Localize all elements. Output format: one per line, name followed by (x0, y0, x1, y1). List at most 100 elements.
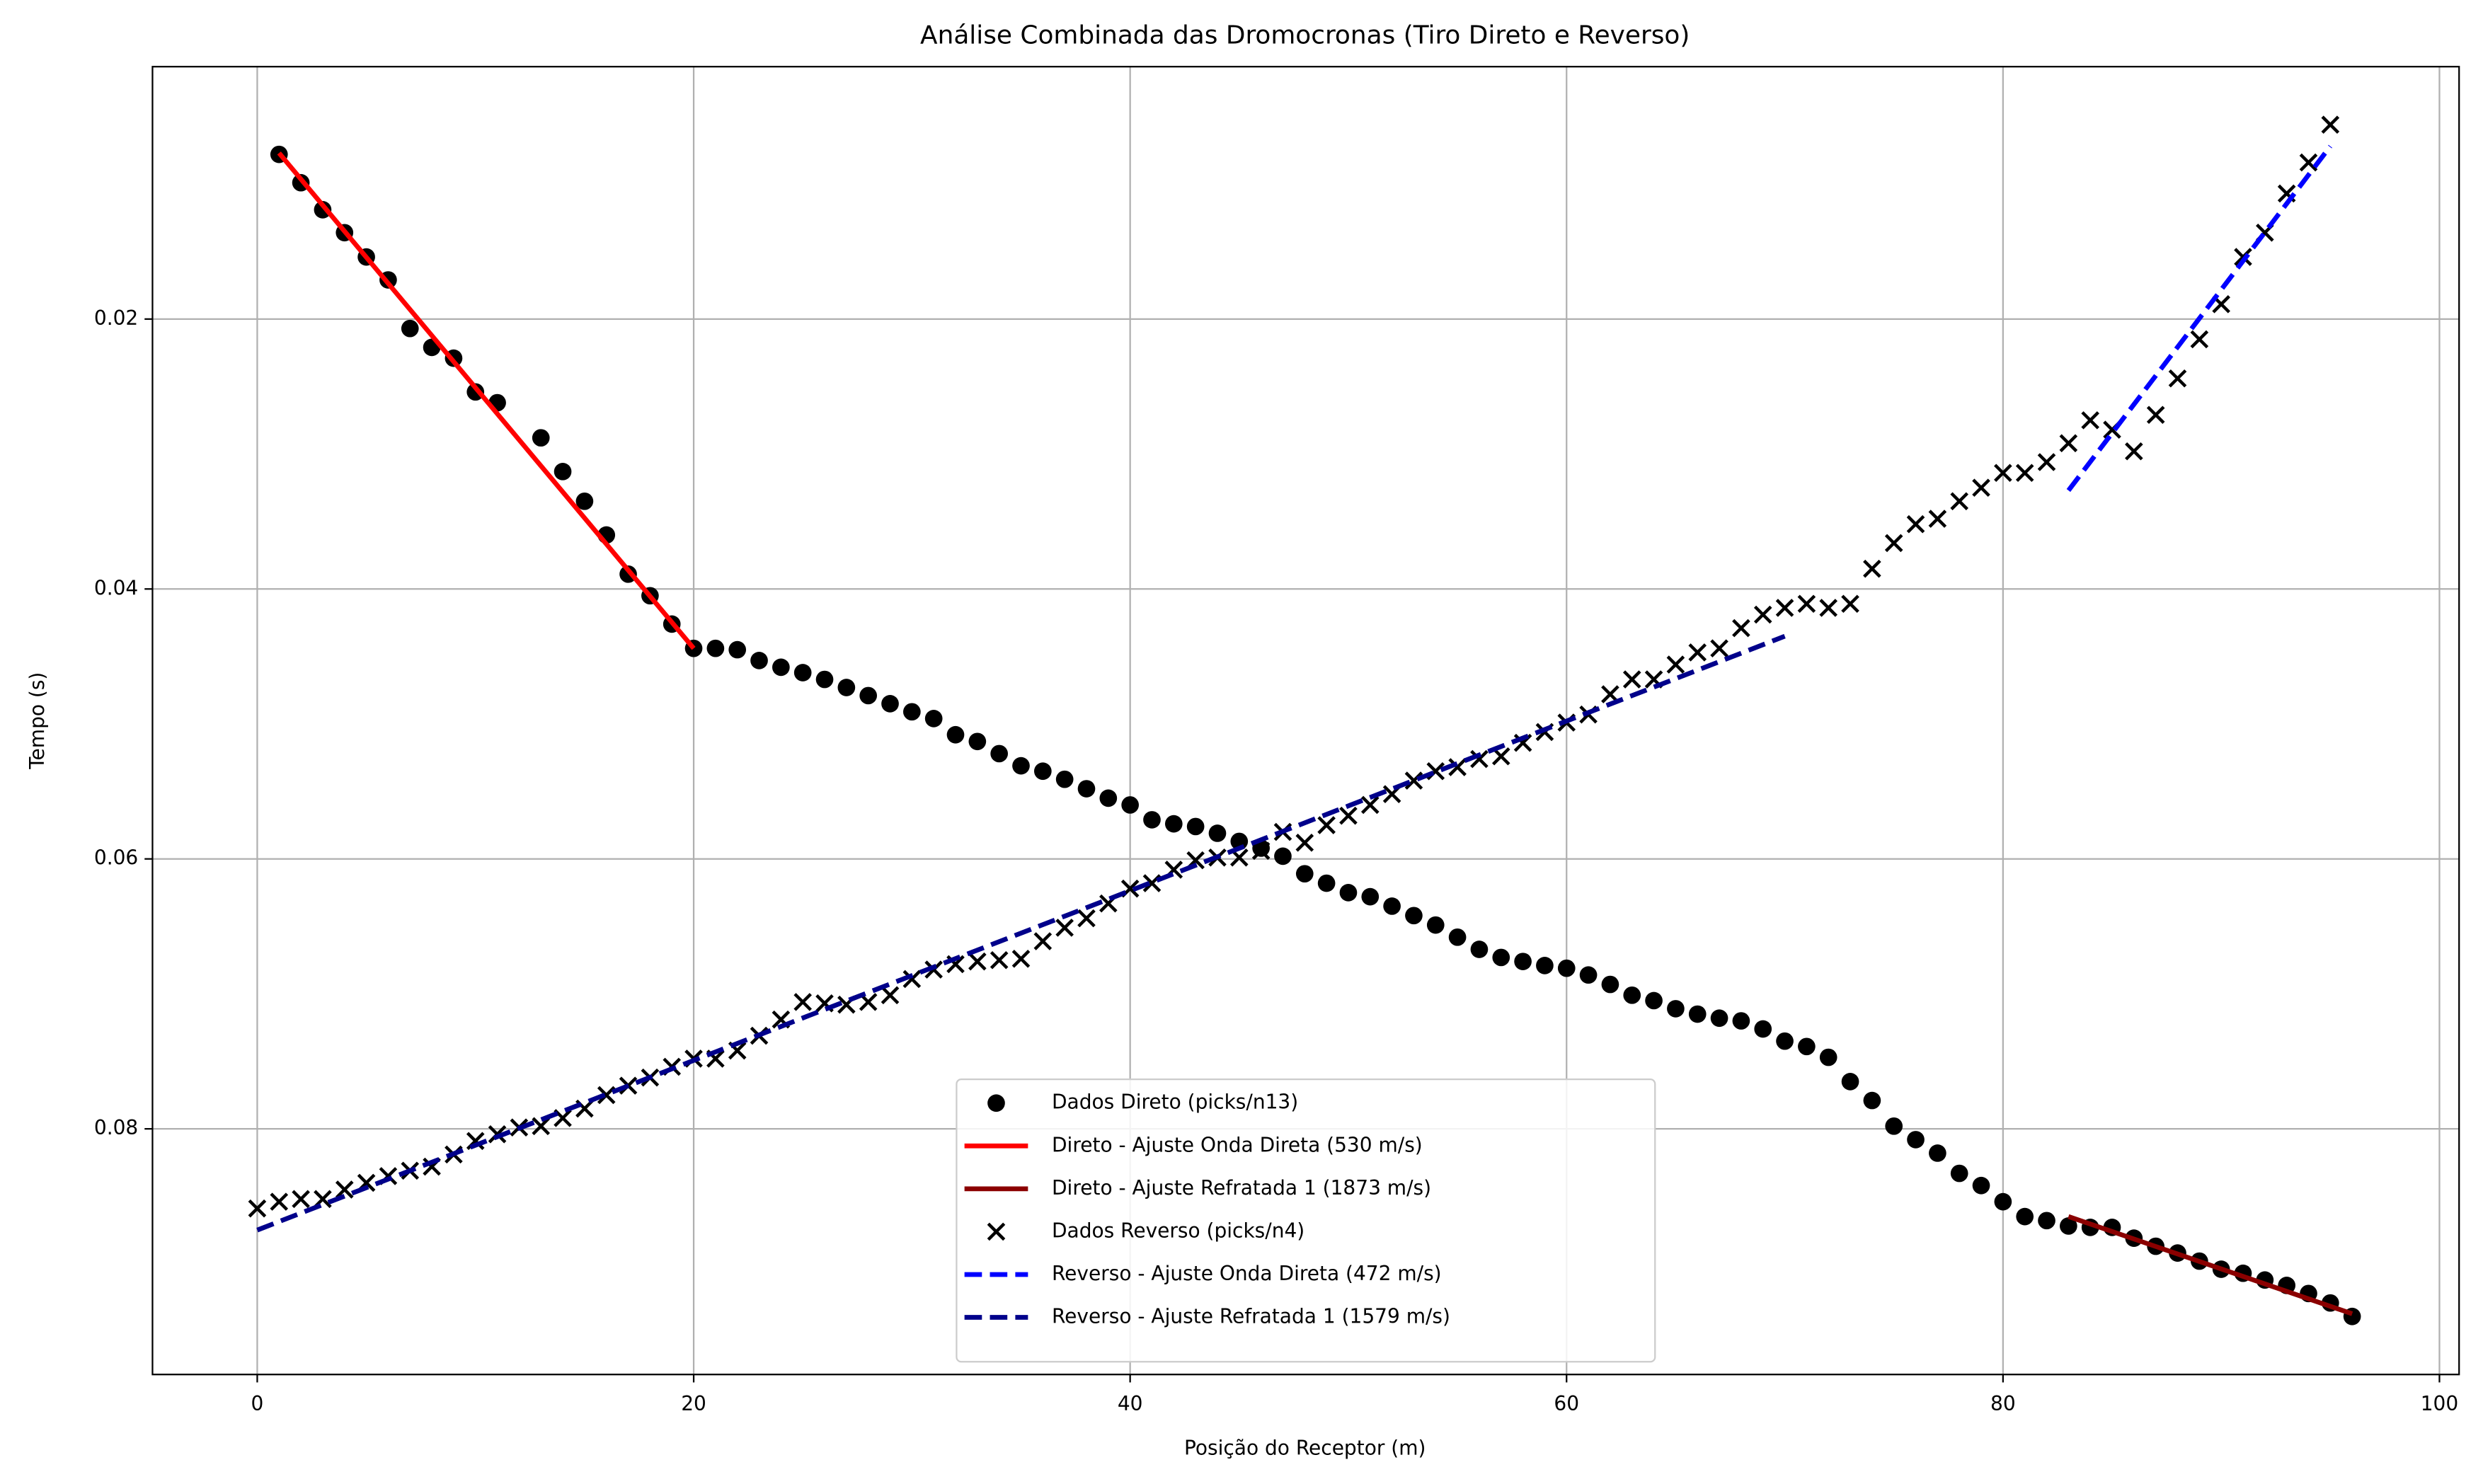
point (1033, 932, 1053, 950)
point (2190, 330, 2209, 349)
fit-line (2066, 144, 2333, 493)
point (793, 664, 812, 681)
x-axis-label: Posição do Receptor (m) (1184, 1437, 1426, 1460)
point (1426, 916, 1445, 934)
x-tick-label: 60 (1554, 1392, 1579, 1415)
point (1972, 1176, 1990, 1195)
point (532, 1117, 551, 1136)
point (401, 319, 419, 338)
point (1186, 817, 1205, 836)
point (1361, 887, 1380, 906)
point (924, 710, 943, 727)
point (1666, 655, 1685, 674)
point (2081, 411, 2099, 430)
point (2299, 153, 2318, 172)
point (1972, 478, 1990, 497)
point (1907, 1131, 1925, 1149)
point (1470, 749, 1489, 769)
point (793, 993, 812, 1011)
point (2060, 1217, 2077, 1235)
legend-label: Direto - Ajuste Refratada 1 (1873 m/s) (1052, 1176, 1431, 1200)
y-tick-label: 0.06 (94, 846, 138, 870)
point (1776, 1032, 1794, 1050)
point (1579, 966, 1598, 984)
point (1906, 514, 1925, 534)
point (1295, 865, 1314, 883)
x-tick-label: 40 (1118, 1392, 1143, 1415)
point (1405, 907, 1423, 925)
legend-label: Direto - Ajuste Onda Direta (530 m/s) (1052, 1133, 1423, 1156)
legend-box (956, 1078, 1656, 1363)
point (1055, 770, 1074, 788)
point (1164, 815, 1183, 833)
legend-swatch (987, 1222, 1006, 1241)
point (1863, 1091, 1881, 1110)
point (335, 1180, 354, 1199)
y-tick-label: 0.08 (94, 1116, 138, 1139)
point (1622, 670, 1641, 689)
x-tick-label: 0 (251, 1392, 264, 1415)
point (1033, 762, 1052, 781)
point (1798, 1037, 1816, 1056)
point (1208, 824, 1227, 842)
point (2168, 369, 2187, 388)
point (575, 492, 594, 510)
point (2125, 442, 2143, 461)
point (772, 658, 790, 677)
point (1055, 919, 1074, 937)
point (903, 703, 921, 721)
legend-label: Reverso - Ajuste Refratada 1 (1579 m/s) (1052, 1305, 1450, 1328)
legend-label: Dados Direto (picks/n13) (1052, 1091, 1298, 1114)
point (1360, 795, 1380, 815)
ticks: 0 20 40 60 80 100 0.02 0.04 0.06 0.08 (94, 306, 2458, 1415)
point (1710, 639, 1728, 657)
point (881, 986, 900, 1005)
point (1863, 559, 1881, 578)
point (837, 679, 856, 696)
point (2146, 405, 2165, 425)
legend-swatch (987, 1094, 1005, 1112)
point (1339, 884, 1358, 902)
point (1099, 789, 1118, 807)
point (1383, 897, 1401, 915)
point (1884, 534, 1903, 553)
legend-label: Reverso - Ajuste Onda Direta (472 m/s) (1052, 1262, 1442, 1285)
point (1012, 757, 1030, 775)
y-axis-label: Tempo (s) (25, 672, 49, 770)
point (1514, 953, 1532, 970)
point (1754, 1020, 1772, 1038)
point (1470, 941, 1489, 958)
point (532, 429, 550, 447)
point (1404, 771, 1423, 790)
point (1841, 1073, 1859, 1091)
y-tick-label: 0.02 (94, 306, 138, 330)
point (1885, 1117, 1903, 1135)
fit-line (2068, 1214, 2353, 1316)
point (859, 686, 878, 705)
point (1753, 605, 1772, 624)
point (1667, 1000, 1685, 1018)
point (2016, 1207, 2034, 1226)
point (968, 732, 987, 751)
fit-line (256, 633, 1786, 1233)
point (2321, 115, 2340, 134)
point (1317, 816, 1336, 834)
point (1536, 957, 1554, 974)
point (1994, 1192, 2012, 1211)
point (2037, 453, 2056, 471)
point (1557, 959, 1576, 977)
point (2015, 464, 2034, 483)
point (946, 725, 965, 744)
point (1601, 975, 1619, 994)
x-tick-label: 100 (2421, 1392, 2458, 1415)
point (1623, 986, 1641, 1004)
point (1339, 806, 1358, 825)
point (554, 1109, 572, 1127)
point (1928, 510, 1947, 528)
point (990, 744, 1009, 763)
point (1732, 1012, 1750, 1030)
point (2059, 434, 2078, 453)
point (1950, 492, 1969, 511)
